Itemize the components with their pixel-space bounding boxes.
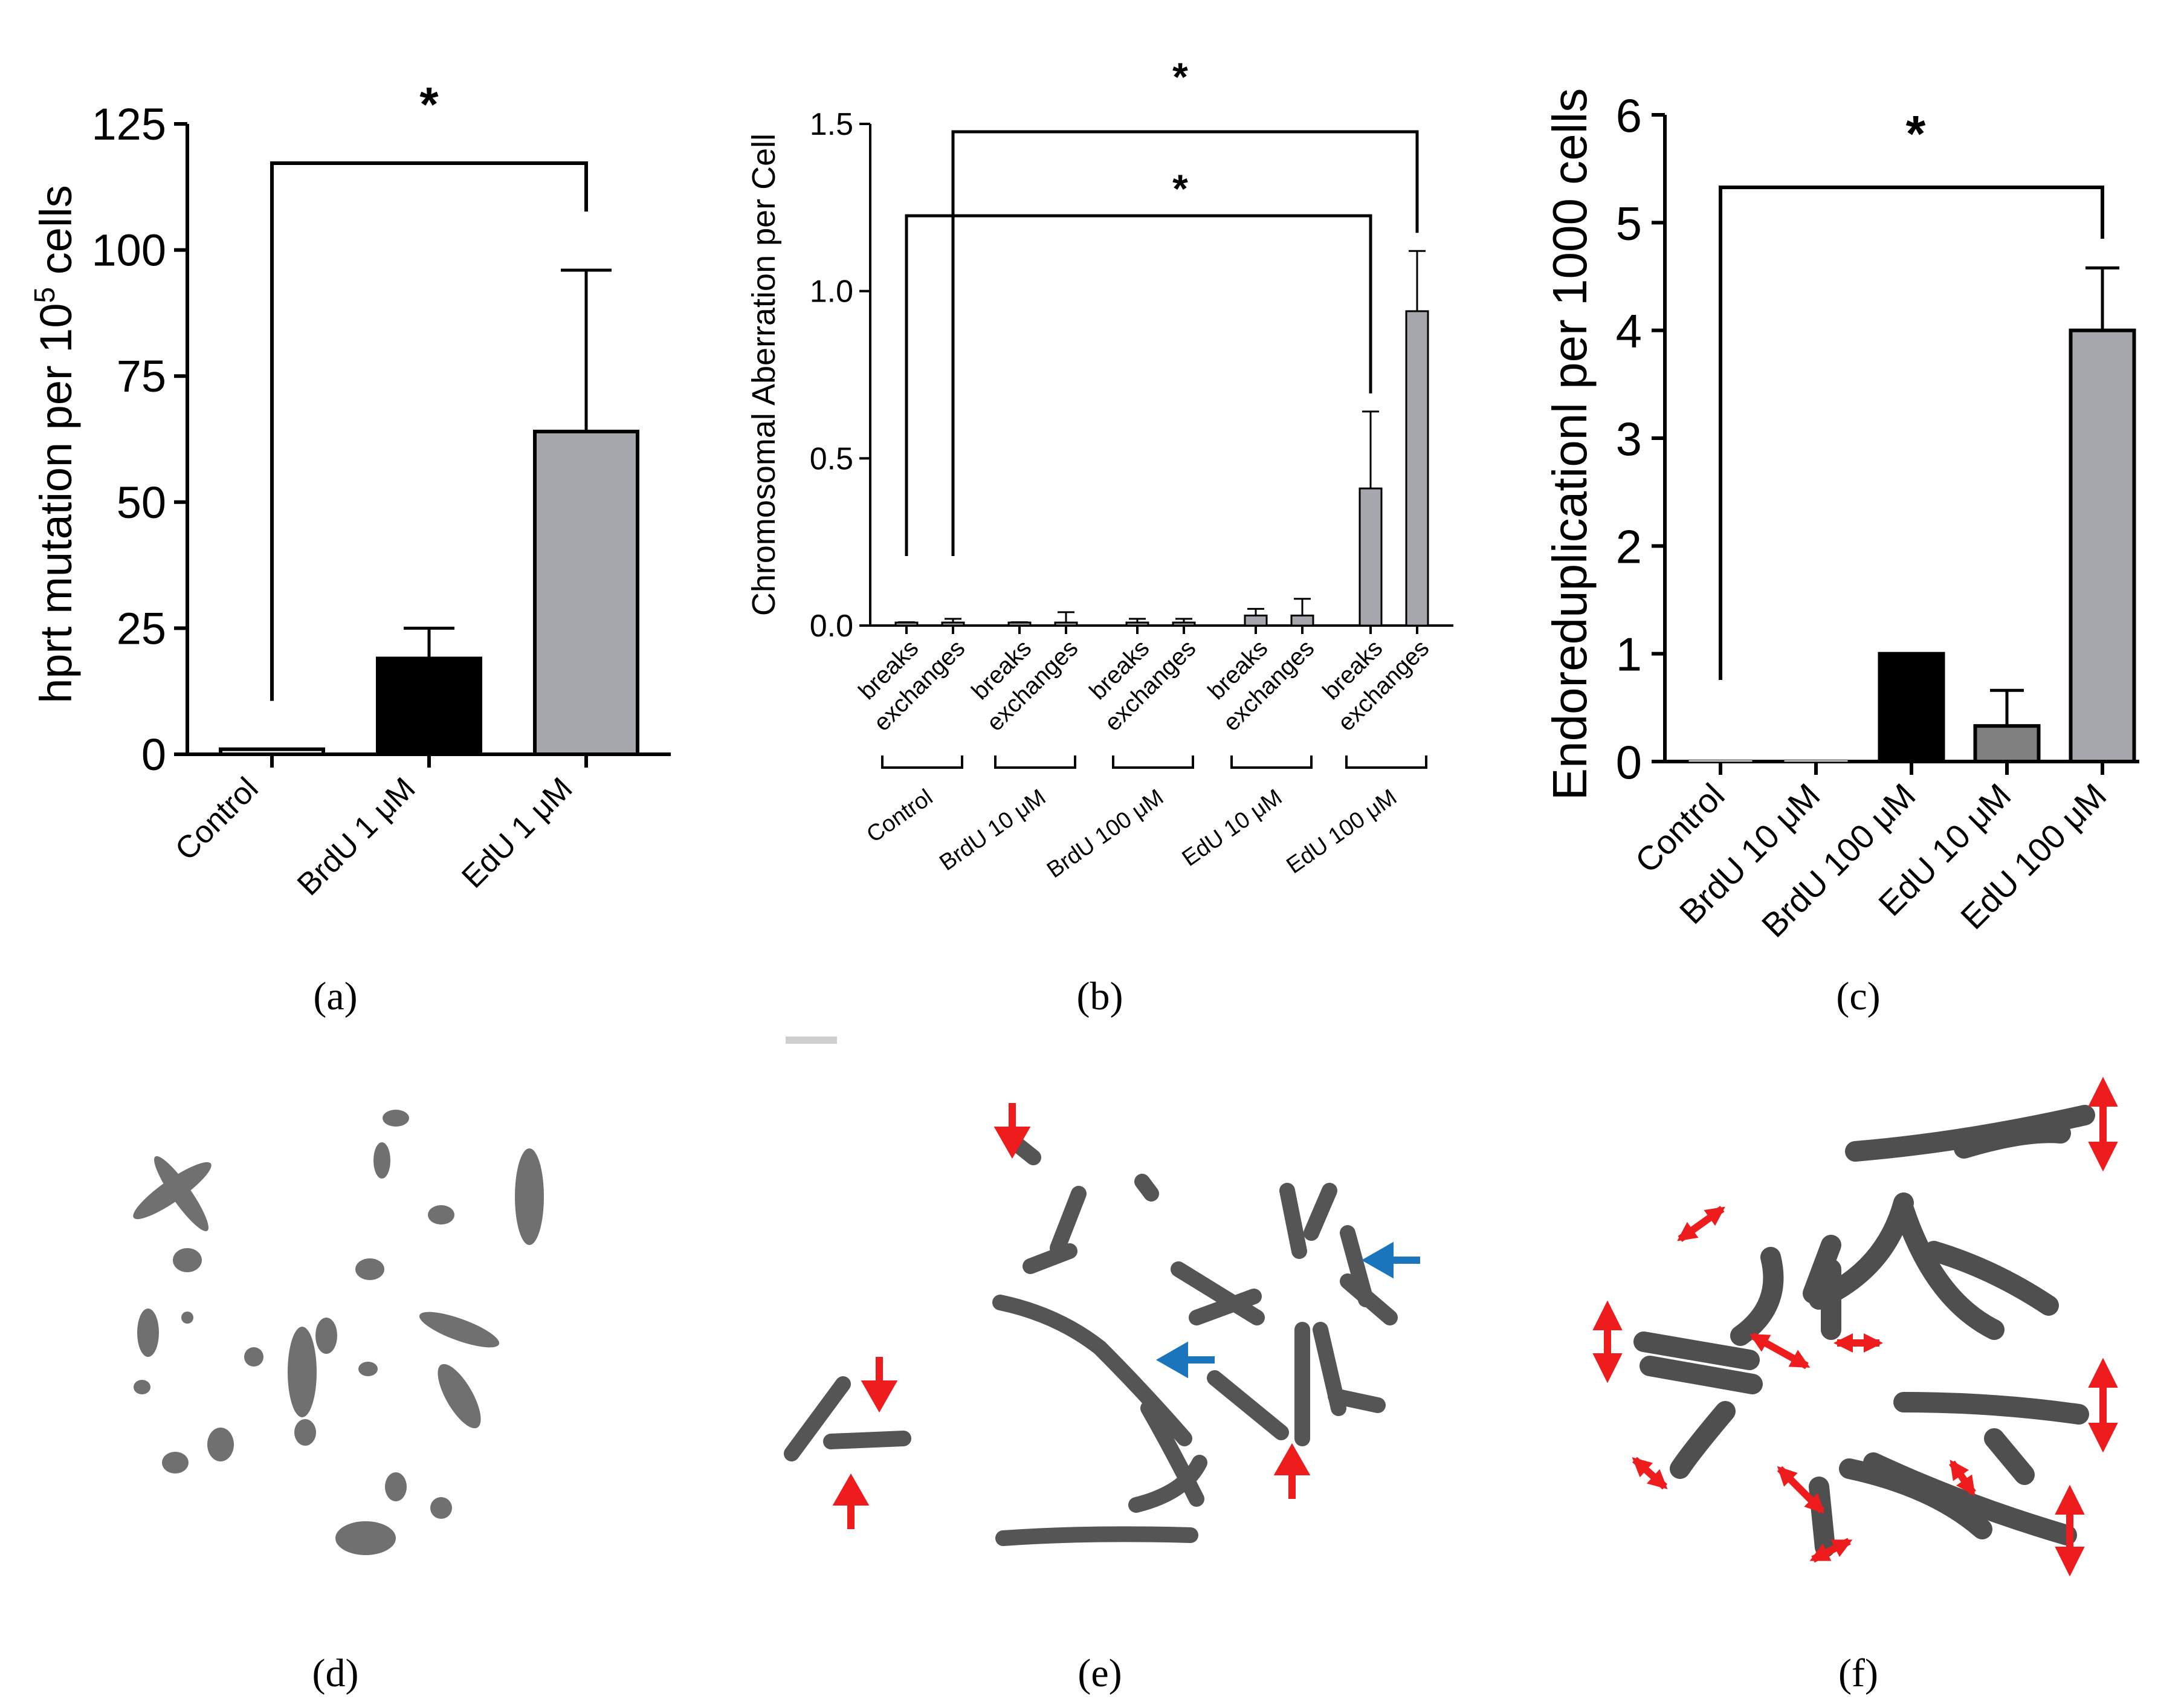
y-tick-label: 3 (1616, 412, 1642, 465)
y-tick-label: 0.0 (810, 609, 853, 644)
x-tick-label: Control (169, 771, 265, 867)
arrowhead (1809, 1539, 1853, 1561)
group-bracket (1112, 755, 1194, 769)
y-axis-label-superscript: 5 (29, 287, 61, 303)
y-tick-label: 75 (117, 351, 166, 401)
red-arrow-down-icon (861, 1357, 898, 1413)
bar-2 (941, 621, 965, 627)
red-double-arrow-icon (2088, 1076, 2118, 1172)
group-bracket (1345, 755, 1427, 769)
bar-8 (1290, 614, 1314, 627)
significance-bracket (951, 130, 1419, 556)
panel-label-b: (b) (1077, 974, 1123, 1018)
group-bracket (994, 755, 1076, 769)
group-bracket (881, 755, 963, 769)
group-label: BrdU 10 μM (935, 785, 1050, 876)
bar-5 (1125, 621, 1149, 627)
y-axis-label: Endoreduplicationl per 1000 cells (1543, 88, 1597, 801)
y-tick-label: 25 (117, 603, 166, 653)
y-tick-label: 0.5 (810, 441, 853, 476)
panel-label-f: (f) (1838, 1651, 1878, 1695)
blue-arrows (1155, 1241, 1420, 1379)
significance-bracket (270, 161, 588, 701)
panel-label-c: (c) (1836, 974, 1880, 1018)
arrowhead (1777, 1466, 1825, 1514)
y-axis-label: hprt mutation per 105 cells (29, 185, 81, 704)
y-axis-label-main: hprt mutation per 10 (31, 303, 81, 704)
y-axis-label: Chromosomal Aberration per Cell (746, 134, 782, 616)
bar-10 (1405, 310, 1429, 627)
group-bracket (1230, 755, 1313, 769)
group-label: EdU 100 μM (1282, 785, 1401, 879)
panel-label-d: (d) (312, 1651, 359, 1695)
bar-2 (1784, 760, 1848, 762)
arrowhead (1950, 1460, 1976, 1496)
y-tick-label: 2 (1616, 520, 1642, 573)
group-label: EdU 10 μM (1178, 785, 1287, 872)
chromosome (784, 1137, 1398, 1546)
y-tick-label: 1 (1616, 628, 1642, 681)
panel-label-e: (e) (1077, 1651, 1122, 1695)
y-tick-label: 0 (1616, 736, 1642, 789)
blue-arrow-left-icon (1361, 1241, 1420, 1279)
micrograph-endoreduplication (1592, 1076, 2118, 1577)
red-double-arrows (1592, 1076, 2118, 1577)
significance-star: * (1172, 166, 1188, 211)
chromosome (133, 1110, 544, 1555)
red-arrow-down-icon (993, 1103, 1031, 1159)
significance-star: * (1172, 54, 1188, 99)
y-tick-label: 50 (117, 477, 166, 528)
bar-9 (1359, 487, 1383, 627)
bar-2 (376, 656, 482, 756)
y-tick-label: 1.0 (810, 274, 853, 309)
significance-star: * (1906, 105, 1926, 162)
bar-3 (1878, 652, 1945, 763)
y-axis-label-tail: cells (31, 185, 81, 287)
y-tick-label: 1.5 (810, 107, 853, 142)
bar-1 (219, 747, 325, 757)
x-tick-label: BrdU 1 μM (291, 771, 422, 902)
red-arrows (832, 1103, 1311, 1529)
y-tick-label: 0 (141, 730, 166, 780)
significance-star: * (419, 77, 439, 131)
micrograph-normal-metaphase (133, 1110, 544, 1555)
group-label: Control (862, 785, 937, 848)
bar-4 (1054, 621, 1078, 627)
arrowhead (1749, 1334, 1811, 1368)
chromosome (1633, 1105, 2095, 1558)
bar-4 (1973, 724, 2041, 764)
significance-bracket (905, 214, 1372, 556)
chart-c: 0 1 2 3 4 5 6 Endoreduplicationl per 1000 cells… (1543, 88, 2139, 945)
red-arrow-up-icon (1273, 1443, 1311, 1499)
bar-6 (1172, 621, 1196, 627)
chart-b: 0.0 0.5 1.0 1.5 Chromosomal Aberration per C… (746, 54, 1453, 883)
y-tick-label: 125 (92, 99, 166, 149)
y-tick-label: 100 (92, 225, 166, 276)
scan-artifact (786, 1037, 837, 1044)
blue-arrow-left-icon (1155, 1341, 1215, 1379)
x-tick-label: EdU 1 μM (455, 771, 579, 895)
y-tick-label: 6 (1616, 89, 1642, 142)
panel-label-a: (a) (313, 974, 357, 1018)
significance-bracket (1719, 186, 2104, 680)
bar-1 (1688, 760, 1753, 762)
group-label: BrdU 100 μM (1042, 785, 1168, 883)
red-double-arrow-icon (1592, 1300, 1623, 1383)
red-double-arrow-icon (2088, 1357, 2118, 1453)
arrowhead (1677, 1206, 1725, 1241)
arrowhead (1632, 1457, 1668, 1490)
arrowhead (1833, 1333, 1883, 1353)
red-double-arrow-icon (2055, 1484, 2085, 1577)
bar-7 (1244, 614, 1268, 627)
micrograph-chromosome-aberrations (784, 1037, 1420, 1546)
red-arrow-up-icon (832, 1473, 870, 1529)
y-tick-label: 5 (1616, 196, 1642, 250)
bar-3 (533, 429, 639, 756)
y-tick-label: 4 (1616, 305, 1642, 358)
bar-5 (2069, 328, 2136, 763)
